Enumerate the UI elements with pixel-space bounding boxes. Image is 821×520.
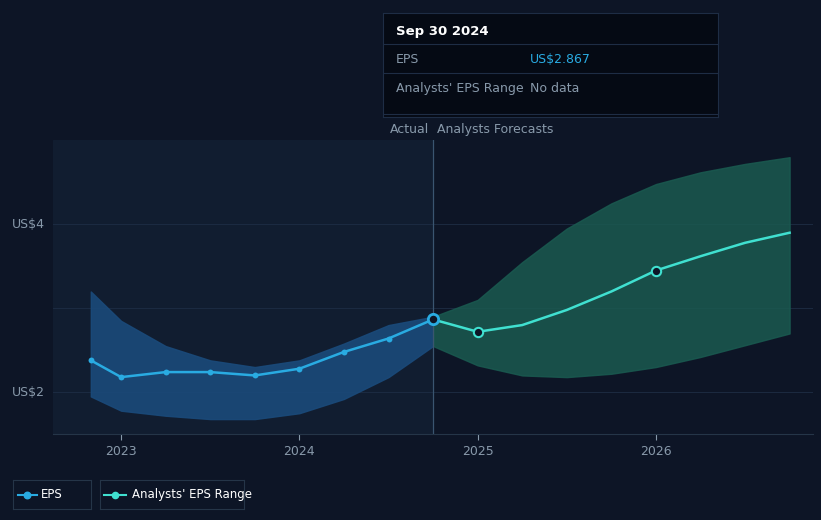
Point [115, 373, 128, 381]
Bar [433, 140, 813, 434]
Point [159, 368, 172, 376]
Text: US$2.867: US$2.867 [530, 53, 591, 66]
Point [293, 365, 306, 373]
Text: Analysts' EPS Range: Analysts' EPS Range [131, 488, 252, 501]
Text: US$2: US$2 [12, 386, 45, 399]
Point [108, 490, 122, 499]
Text: Analysts' EPS Range: Analysts' EPS Range [396, 82, 524, 95]
Text: US$4: US$4 [12, 218, 45, 231]
Point [649, 266, 663, 275]
Point [382, 334, 395, 343]
Bar [53, 140, 433, 434]
Text: Sep 30 2024: Sep 30 2024 [396, 25, 488, 38]
Text: No data: No data [530, 82, 580, 95]
Point [471, 328, 484, 336]
Point [21, 490, 34, 499]
Text: Analysts Forecasts: Analysts Forecasts [438, 123, 553, 136]
Point [248, 371, 261, 380]
Point [85, 356, 98, 365]
Text: Actual: Actual [390, 123, 429, 136]
Text: EPS: EPS [396, 53, 420, 66]
Point [204, 368, 217, 376]
Point [426, 315, 439, 323]
Text: EPS: EPS [41, 488, 63, 501]
Point [337, 348, 351, 356]
